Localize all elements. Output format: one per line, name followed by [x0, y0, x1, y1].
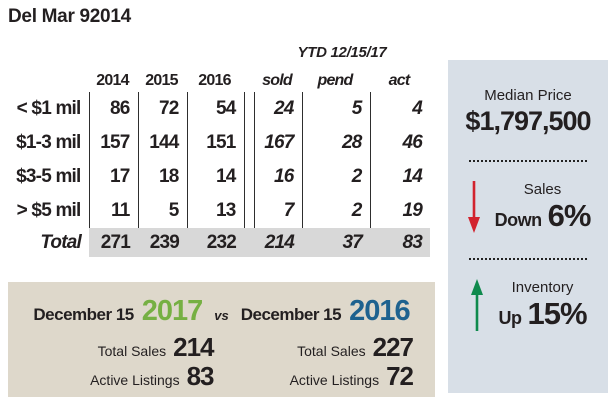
col-header-act: act [388, 72, 411, 89]
cell-2015: 5 [138, 194, 188, 228]
table-row: < $1 mil 86 72 54 24 5 4 [3, 92, 430, 126]
row-label: $3-5 mil [3, 160, 90, 194]
right-date: December 15 [240, 305, 342, 324]
active-listings-label: Active Listings [289, 372, 380, 388]
year-comparison-panel: December 15 2017 vs December 15 2016 Tot… [8, 282, 435, 397]
active-listings-value: 72 [386, 361, 414, 391]
cell-pend: 28 [302, 126, 371, 160]
total-sold: 214 [254, 228, 302, 257]
cell-sold: 7 [254, 194, 303, 228]
row-label: > $5 mil [3, 194, 90, 228]
dotted-divider [469, 160, 587, 162]
cell-2014: 17 [89, 160, 139, 194]
header-empty [3, 62, 89, 92]
total-2014: 271 [89, 228, 138, 257]
down-arrow-icon [466, 179, 482, 235]
header-gap [244, 62, 254, 92]
cell-gap [243, 92, 255, 126]
cell-2016: 151 [187, 126, 245, 160]
left-date: December 15 [33, 305, 134, 324]
cell-gap [243, 160, 255, 194]
median-price-value: $1,797,500 [465, 106, 591, 136]
inventory-direction: Up [498, 307, 522, 328]
table-row: $1-3 mil 157 144 151 167 28 46 [3, 126, 430, 160]
cell-gap [243, 126, 255, 160]
cell-2016: 14 [187, 160, 245, 194]
total-sales-label: Total Sales [297, 343, 366, 359]
col-header-pend: pend [317, 72, 353, 89]
cell-act: 19 [402, 200, 422, 221]
total-act: 83 [370, 228, 430, 257]
comparison-header: December 15 2017 vs December 15 2016 [8, 295, 435, 328]
cell-2016: 13 [187, 194, 245, 228]
sales-label: Sales [523, 180, 562, 198]
active-listings-label: Active Listings [90, 372, 180, 388]
total-2016: 232 [187, 228, 244, 257]
summary-sidebar: Median Price $1,797,500 Sales Down 6% [448, 60, 608, 393]
row-label: < $1 mil [3, 92, 90, 126]
cell-2015: 72 [138, 92, 188, 126]
col-header-2016: 2016 [198, 72, 231, 89]
total-sales-value: 214 [173, 332, 214, 362]
inventory-label: Inventory [511, 278, 574, 296]
col-header-2014: 2014 [96, 72, 129, 89]
left-year: 2017 [141, 295, 204, 327]
cell-2014: 86 [89, 92, 139, 126]
cell-sold: 16 [254, 160, 303, 194]
total-sales-value: 227 [372, 332, 414, 362]
cell-sold: 24 [254, 92, 303, 126]
sales-metric: Sales Down 6% [448, 179, 608, 235]
total-2015: 239 [138, 228, 187, 257]
dotted-divider [469, 258, 587, 260]
right-year: 2016 [349, 295, 411, 327]
total-pend: 37 [302, 228, 370, 257]
cell-pend: 5 [302, 92, 371, 126]
cell-2015: 18 [138, 160, 188, 194]
cell-act: 4 [412, 98, 423, 119]
comparison-right-column: Total Sales 227 Active Listings 72 [222, 332, 436, 391]
comparison-left-column: Total Sales 214 Active Listings 83 [8, 332, 222, 391]
cell-sold: 167 [254, 126, 303, 160]
stats-table: 2014 2015 2016 sold pend act < $1 mil 86… [3, 62, 430, 257]
table-row: $3-5 mil 17 18 14 16 2 14 [3, 160, 430, 194]
total-gap [244, 228, 254, 257]
cell-2014: 11 [89, 194, 139, 228]
table-row: > $5 mil 11 5 13 7 2 19 [3, 194, 430, 228]
up-arrow-icon [469, 277, 485, 333]
cell-pend: 2 [302, 194, 371, 228]
ytd-column-group-header: YTD 12/15/17 [297, 44, 387, 61]
cell-gap [243, 194, 255, 228]
cell-pend: 2 [302, 160, 371, 194]
inventory-metric: Inventory Up 15% [448, 277, 608, 333]
col-header-sold: sold [262, 72, 293, 89]
cell-2016: 54 [187, 92, 245, 126]
cell-2015: 144 [138, 126, 188, 160]
col-header-2015: 2015 [145, 72, 178, 89]
total-label: Total [40, 231, 81, 253]
cell-act: 46 [402, 132, 422, 153]
inventory-percent: 15% [527, 295, 587, 331]
vs-label: vs [214, 308, 229, 323]
page-title: Del Mar 92014 [8, 6, 131, 27]
cell-act: 14 [402, 166, 422, 187]
row-label: $1-3 mil [3, 126, 90, 160]
sales-direction: Down [494, 209, 543, 230]
cell-2014: 157 [89, 126, 139, 160]
table-total-row: Total 271 239 232 214 37 83 [3, 228, 430, 257]
active-listings-value: 83 [186, 361, 215, 391]
sales-percent: 6% [547, 197, 592, 233]
total-sales-label: Total Sales [97, 343, 167, 359]
median-price-label: Median Price [484, 87, 572, 104]
table-header-row: 2014 2015 2016 sold pend act [3, 62, 430, 92]
